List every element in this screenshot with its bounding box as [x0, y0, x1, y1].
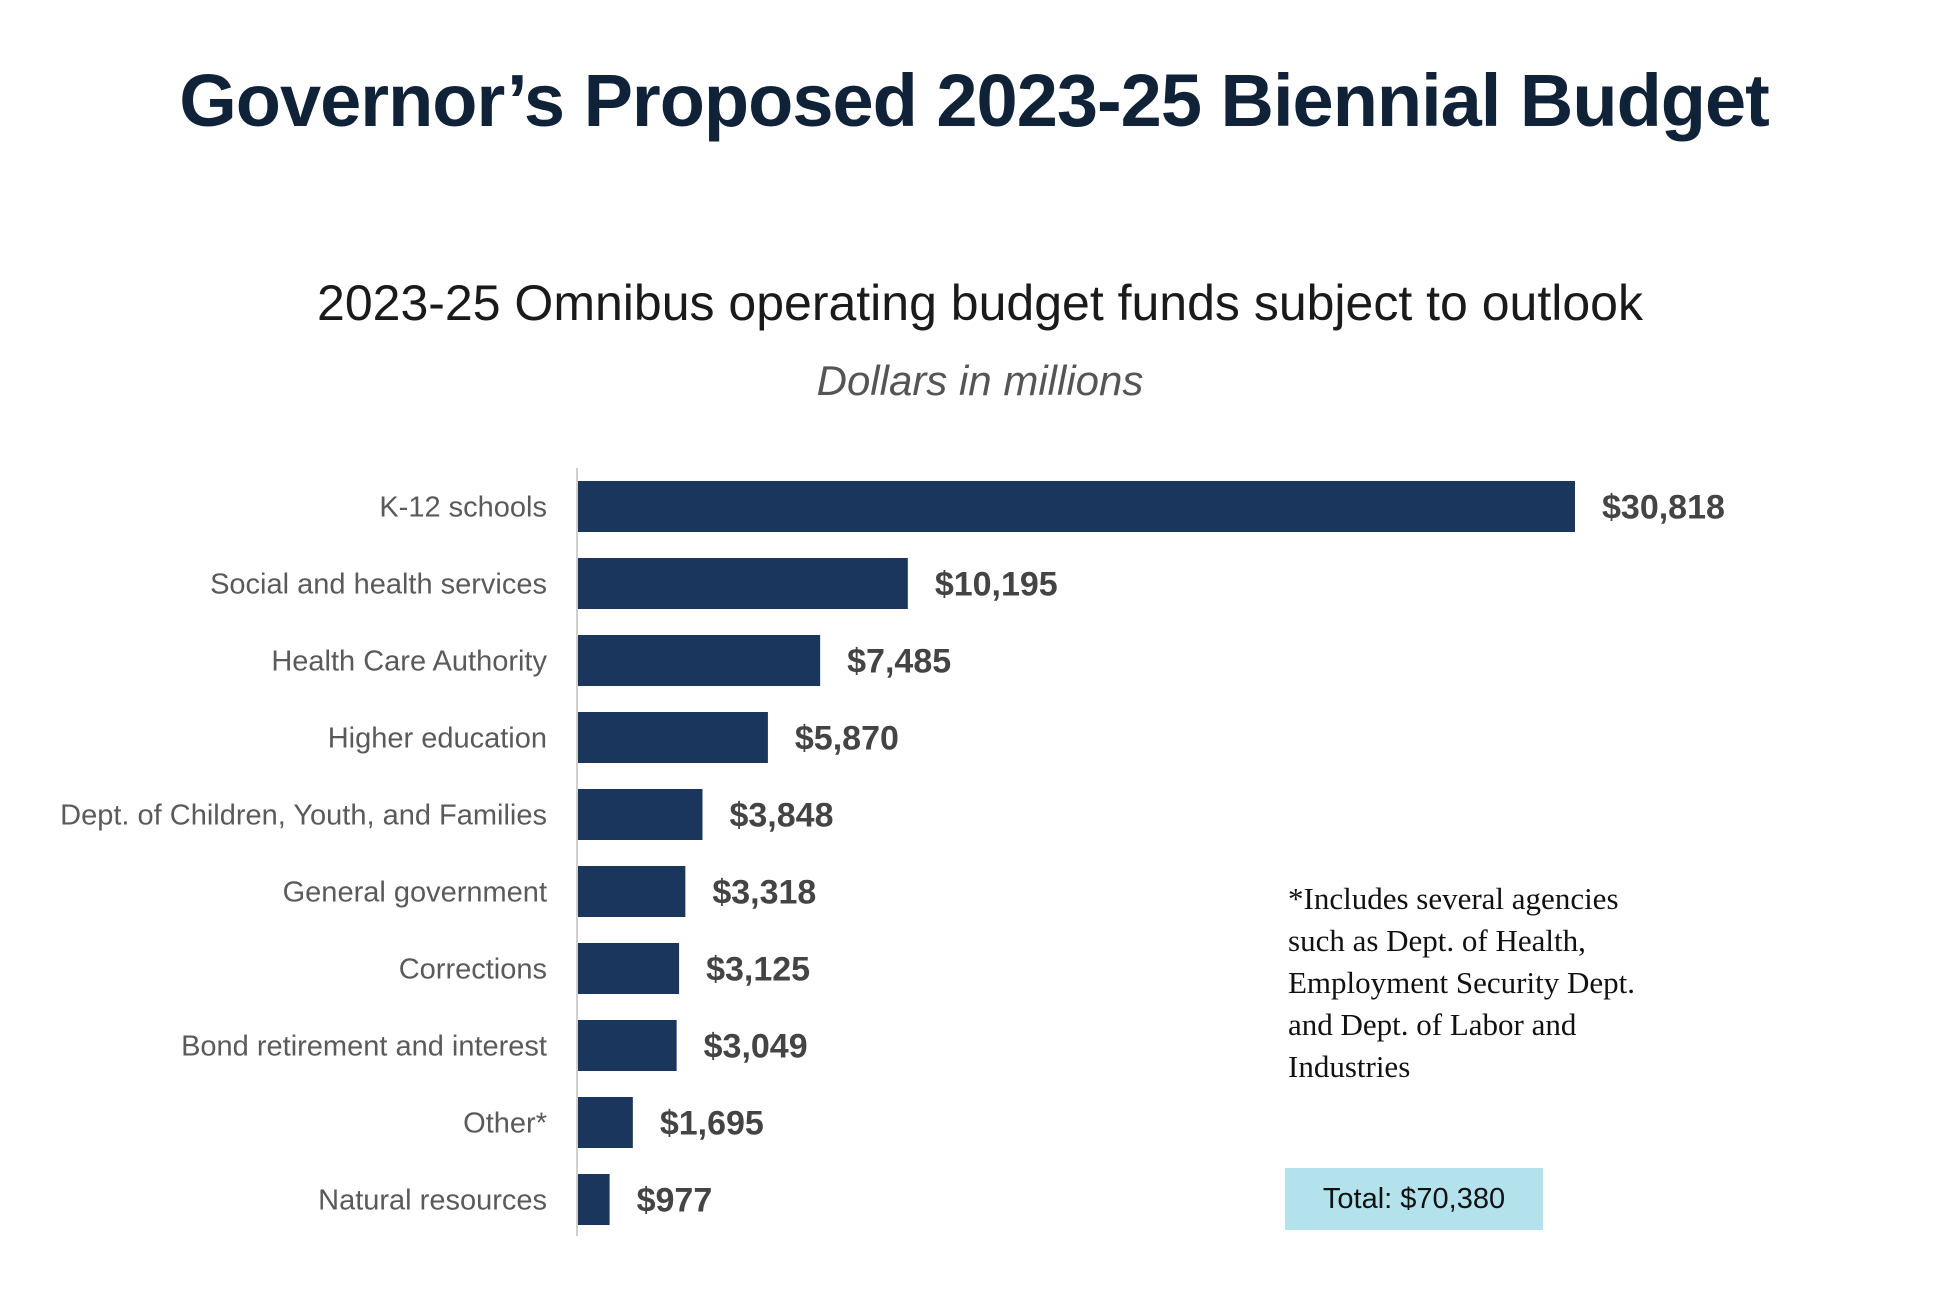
value-label: $3,848: [729, 797, 833, 835]
category-label: Natural resources: [318, 1185, 547, 1217]
value-label: $3,125: [706, 951, 810, 989]
bar: [578, 558, 908, 609]
value-label: $3,049: [704, 1028, 808, 1066]
footnote-line: such as Dept. of Health,: [1288, 923, 1586, 958]
bar: [578, 1020, 677, 1071]
category-label: Corrections: [399, 954, 547, 986]
category-label: Higher education: [328, 723, 547, 755]
value-label: $1,695: [660, 1105, 764, 1143]
bar: [578, 635, 821, 686]
category-label: Social and health services: [210, 569, 547, 601]
category-label: Other*: [463, 1108, 547, 1140]
bar: [578, 789, 703, 840]
bar: [578, 943, 680, 994]
category-label: Health Care Authority: [271, 646, 547, 678]
category-label: Bond retirement and interest: [181, 1031, 547, 1063]
total-badge: Total: $70,380: [1285, 1168, 1543, 1230]
chart-subtitle: 2023-25 Omnibus operating budget funds s…: [317, 275, 1643, 331]
value-label: $7,485: [847, 643, 951, 681]
footnote-line: *Includes several agencies: [1288, 881, 1619, 916]
value-label: $30,818: [1602, 489, 1725, 527]
footnote-line: Industries: [1288, 1049, 1411, 1084]
bar: [578, 866, 686, 917]
footnote-line: Employment Security Dept.: [1288, 965, 1635, 1000]
value-label: $10,195: [935, 566, 1058, 604]
bar: [578, 712, 768, 763]
bar: [578, 481, 1575, 532]
category-label: General government: [283, 877, 547, 909]
footnote-line: and Dept. of Labor and: [1288, 1007, 1577, 1042]
value-label: $5,870: [795, 720, 899, 758]
bar: [578, 1174, 610, 1225]
chart-units: Dollars in millions: [816, 357, 1144, 404]
page-title: Governor’s Proposed 2023-25 Biennial Bud…: [179, 59, 1770, 142]
value-label: $977: [637, 1182, 713, 1220]
bar: [578, 1097, 633, 1148]
category-label: K-12 schools: [379, 492, 547, 524]
footnote: *Includes several agencies such as Dept.…: [1288, 878, 1728, 1088]
category-label: Dept. of Children, Youth, and Families: [60, 800, 547, 832]
value-label: $3,318: [712, 874, 816, 912]
